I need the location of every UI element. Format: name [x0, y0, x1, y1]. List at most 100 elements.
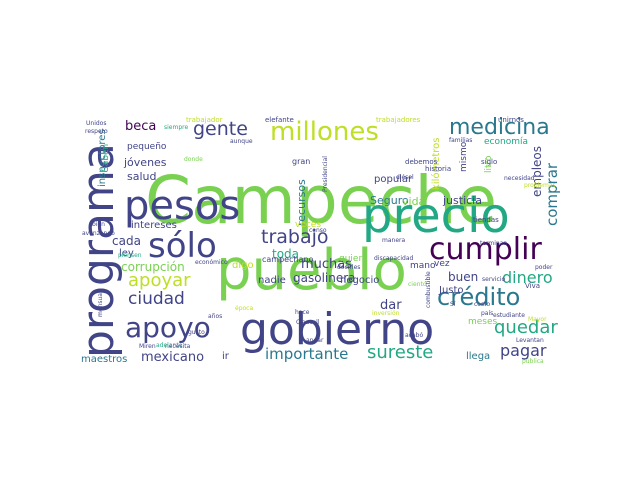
cloud-word: crédito	[437, 283, 521, 311]
cloud-word: gran	[292, 157, 311, 166]
cloud-word: llega	[466, 351, 491, 362]
cloud-word: inversión	[372, 310, 400, 317]
cloud-word: negocio	[340, 275, 380, 286]
cloud-word: andar	[306, 337, 324, 344]
cloud-word: necesidad	[504, 175, 535, 182]
cloud-word: Viva	[525, 282, 541, 290]
cloud-word: respeto	[85, 128, 108, 135]
cloud-word: Saben	[101, 143, 111, 172]
cloud-word: dar	[380, 298, 402, 313]
cloud-word: vida	[402, 195, 426, 208]
cloud-word: beca	[125, 119, 157, 134]
cloud-word: estudiante	[493, 312, 525, 319]
cloud-word: apoyo	[125, 311, 211, 344]
cloud-word: Levantan	[516, 337, 544, 344]
cloud-word: Justo	[439, 285, 464, 296]
cloud-word: terminan	[480, 240, 508, 247]
cloud-word: Campeche	[145, 162, 498, 239]
cloud-word: combustible	[425, 271, 432, 308]
cloud-word: Seguro	[370, 194, 409, 207]
cloud-word: gobierno	[240, 304, 435, 355]
cloud-word: ciento	[408, 281, 427, 288]
cloud-word: salud	[127, 170, 157, 183]
cloud-word: censo	[309, 227, 327, 234]
cloud-word: familias	[449, 137, 473, 144]
cloud-word: nadie	[258, 275, 286, 286]
cloud-word: bien	[92, 221, 105, 228]
cloud-word: pueblo	[216, 238, 407, 303]
cloud-word: pesos	[124, 183, 241, 229]
cloud-word: debemos	[405, 158, 438, 166]
cloud-word: sureste	[367, 342, 434, 363]
cloud-word: decirles	[337, 264, 361, 271]
cloud-word: millones	[270, 117, 379, 147]
cloud-word: aunque	[230, 138, 253, 145]
cloud-word: tiendas	[473, 216, 499, 224]
cloud-word: Miren	[139, 343, 156, 350]
cloud-word: hace	[295, 309, 310, 316]
cloud-word: manera	[382, 237, 406, 244]
cloud-word: piensen	[118, 252, 142, 259]
cloud-word: medicina	[449, 115, 550, 140]
cloud-word: historia	[425, 165, 452, 173]
cloud-word: necesita	[165, 343, 191, 350]
cloud-word: diésel	[396, 174, 414, 181]
cloud-word: importante	[265, 345, 349, 363]
cloud-word: años	[208, 313, 223, 320]
cloud-word: recursos	[295, 179, 308, 226]
cloud-word: gente	[193, 118, 248, 140]
cloud-word: digo	[232, 260, 254, 271]
cloud-word: dinero	[502, 268, 553, 287]
cloud-word: siempre	[164, 124, 189, 131]
cloud-word: veces	[295, 220, 322, 230]
cloud-word: mano	[410, 261, 436, 271]
cloud-word: intereses	[131, 220, 177, 231]
cloud-word: jóvenes	[124, 156, 167, 169]
cloud-word: época	[235, 305, 254, 312]
cloud-word: apoyar	[128, 270, 191, 291]
cloud-word: económico	[195, 259, 228, 266]
cloud-word: muchas	[301, 257, 353, 272]
cloud-word: precio	[362, 188, 510, 244]
cloud-word: mensual	[97, 291, 104, 317]
cloud-word: campechano	[262, 255, 314, 264]
cloud-word: Presidencial	[322, 156, 329, 192]
cloud-word: meses	[468, 317, 498, 327]
cloud-word: país	[481, 310, 494, 317]
cloud-word: quedar	[494, 317, 558, 338]
cloud-word: Sí	[450, 301, 456, 308]
cloud-word: costo	[474, 301, 491, 308]
cloud-word: pagar	[500, 341, 547, 360]
cloud-word: gusto	[188, 329, 205, 336]
cloud-word: popular	[374, 174, 413, 185]
cloud-word: Clausell	[296, 319, 320, 326]
cloud-word: corrupción	[121, 260, 185, 274]
cloud-word: ir	[222, 351, 229, 362]
cloud-word: poder	[535, 264, 553, 271]
cloud-word: comprar	[543, 162, 560, 226]
cloud-word: unirnos	[498, 116, 524, 124]
cloud-word: maestros	[81, 354, 128, 365]
cloud-word: sólo	[148, 226, 217, 266]
cloud-word: pequeño	[127, 142, 167, 152]
cloud-word: Mayor	[528, 316, 547, 323]
cloud-word: adelante	[156, 342, 183, 349]
cloud-word: ciudad	[128, 289, 185, 309]
cloud-word: trabajadores	[376, 116, 421, 124]
cloud-word: trabajador	[186, 116, 223, 124]
cloud-word: donde	[184, 156, 203, 163]
cloud-word: quiero	[339, 254, 368, 264]
cloud-word: vez	[434, 259, 450, 269]
cloud-word: justicia	[443, 194, 482, 207]
cloud-word: servicio	[482, 276, 506, 283]
cloud-word: elefante	[265, 116, 294, 124]
cloud-word: ley	[119, 248, 134, 259]
cloud-word: cumplir	[429, 232, 542, 267]
cloud-word: economía	[484, 137, 528, 147]
cloud-word: mismo	[459, 141, 469, 172]
cloud-word: pública	[522, 358, 544, 365]
cloud-word: discapacidad	[374, 255, 414, 262]
cloud-word: trabajo	[261, 226, 329, 248]
word-cloud: Campeche pueblo gobierno precio programa peso…	[80, 112, 560, 368]
cloud-word: siglo	[481, 158, 498, 166]
